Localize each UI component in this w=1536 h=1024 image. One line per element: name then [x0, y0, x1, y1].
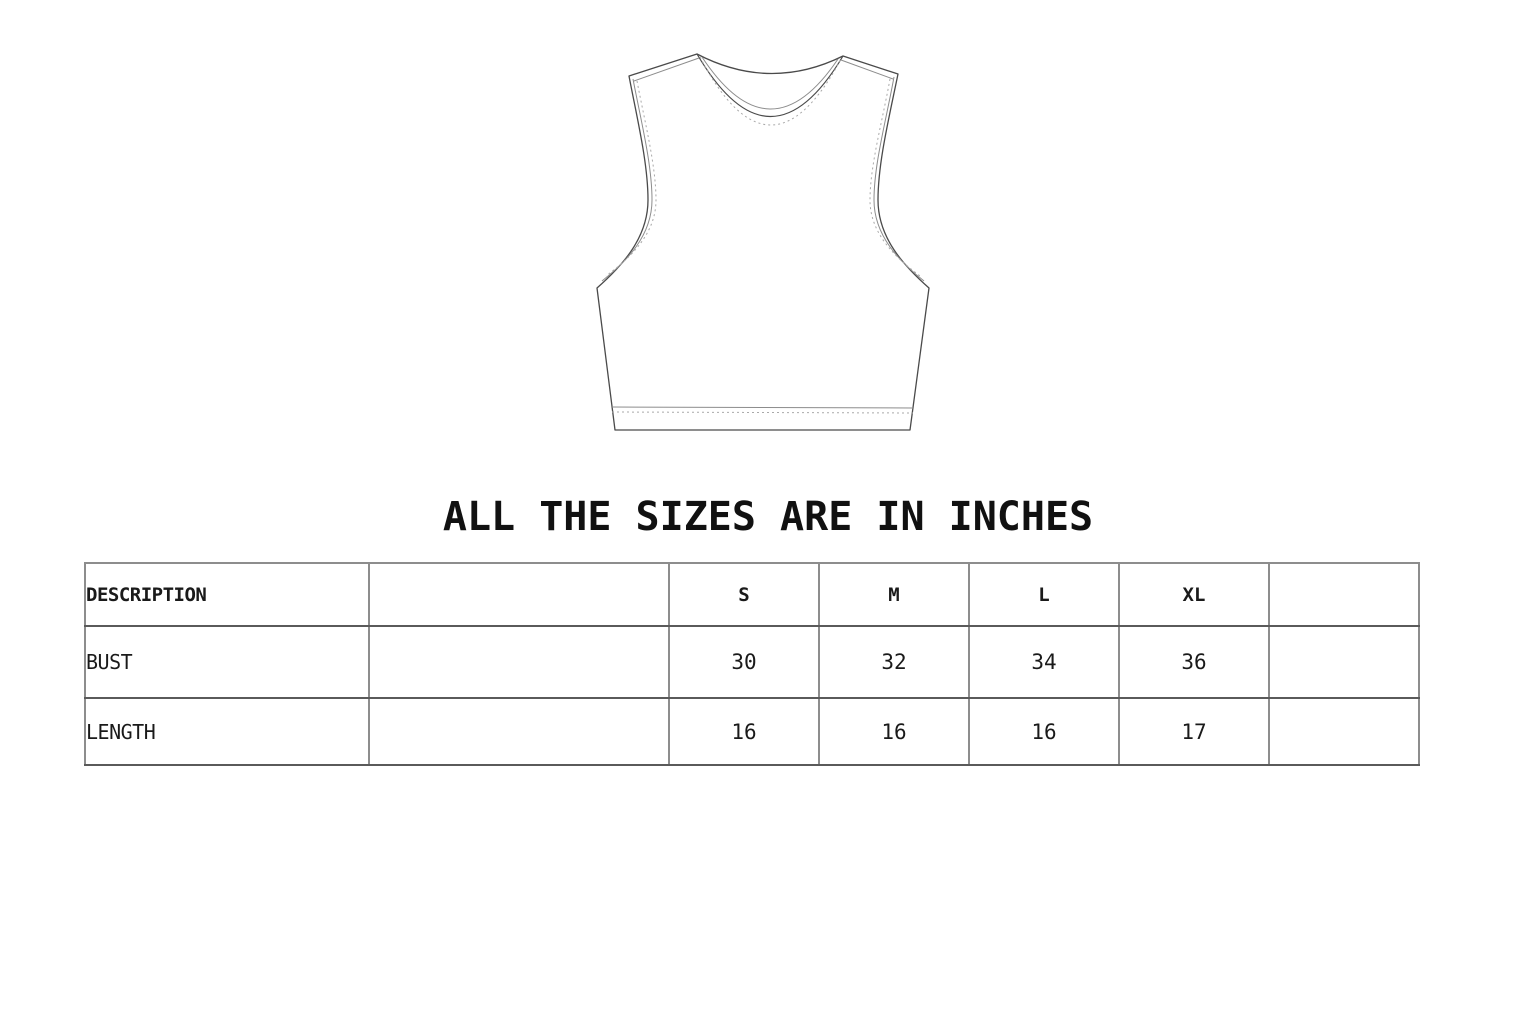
column-header-blank-2: [1268, 562, 1420, 627]
hem-top-edge: [611, 406, 914, 409]
column-header-blank-1: [368, 562, 670, 627]
column-header-m: M: [818, 562, 970, 627]
size-chart-table: DESCRIPTION S M L XL BUST 30 32 34 36 LE…: [84, 562, 1420, 766]
crop-top-flat-drawing-icon: [596, 53, 930, 431]
length-blank-cell-2: [1268, 697, 1420, 766]
garment-body-outline: [596, 53, 930, 431]
length-blank-cell: [368, 697, 670, 766]
right-shoulder-seam: [840, 59, 894, 80]
left-armhole-stitch-line: [605, 80, 657, 277]
bust-size-xl: 36: [1118, 625, 1270, 699]
column-header-description: DESCRIPTION: [84, 562, 370, 627]
bust-size-m: 32: [818, 625, 970, 699]
column-header-l: L: [968, 562, 1120, 627]
bust-blank-cell-2: [1268, 625, 1420, 699]
garment-sketch: [580, 40, 950, 440]
row-label-length: LENGTH: [84, 697, 370, 766]
bust-size-l: 34: [968, 625, 1120, 699]
bust-size-s: 30: [668, 625, 820, 699]
left-shoulder-seam: [633, 57, 700, 82]
hem-stitch-line: [611, 411, 914, 414]
neckline-outer-edge: [696, 53, 844, 118]
neckline-inner-edge: [701, 56, 839, 110]
column-header-xl: XL: [1118, 562, 1270, 627]
right-armhole-stitch-line: [869, 78, 921, 277]
length-size-m: 16: [818, 697, 970, 766]
table-header-row: DESCRIPTION S M L XL: [84, 562, 1420, 627]
row-label-bust: BUST: [84, 625, 370, 699]
table-row-bust: BUST 30 32 34 36: [84, 625, 1420, 699]
size-units-heading: ALL THE SIZES ARE IN INCHES: [442, 494, 1094, 540]
table-row-length: LENGTH 16 16 16 17: [84, 697, 1420, 766]
length-size-xl: 17: [1118, 697, 1270, 766]
column-header-s: S: [668, 562, 820, 627]
length-size-l: 16: [968, 697, 1120, 766]
right-armhole-inner-edge: [873, 76, 925, 282]
length-size-s: 16: [668, 697, 820, 766]
bust-blank-cell: [368, 625, 670, 699]
